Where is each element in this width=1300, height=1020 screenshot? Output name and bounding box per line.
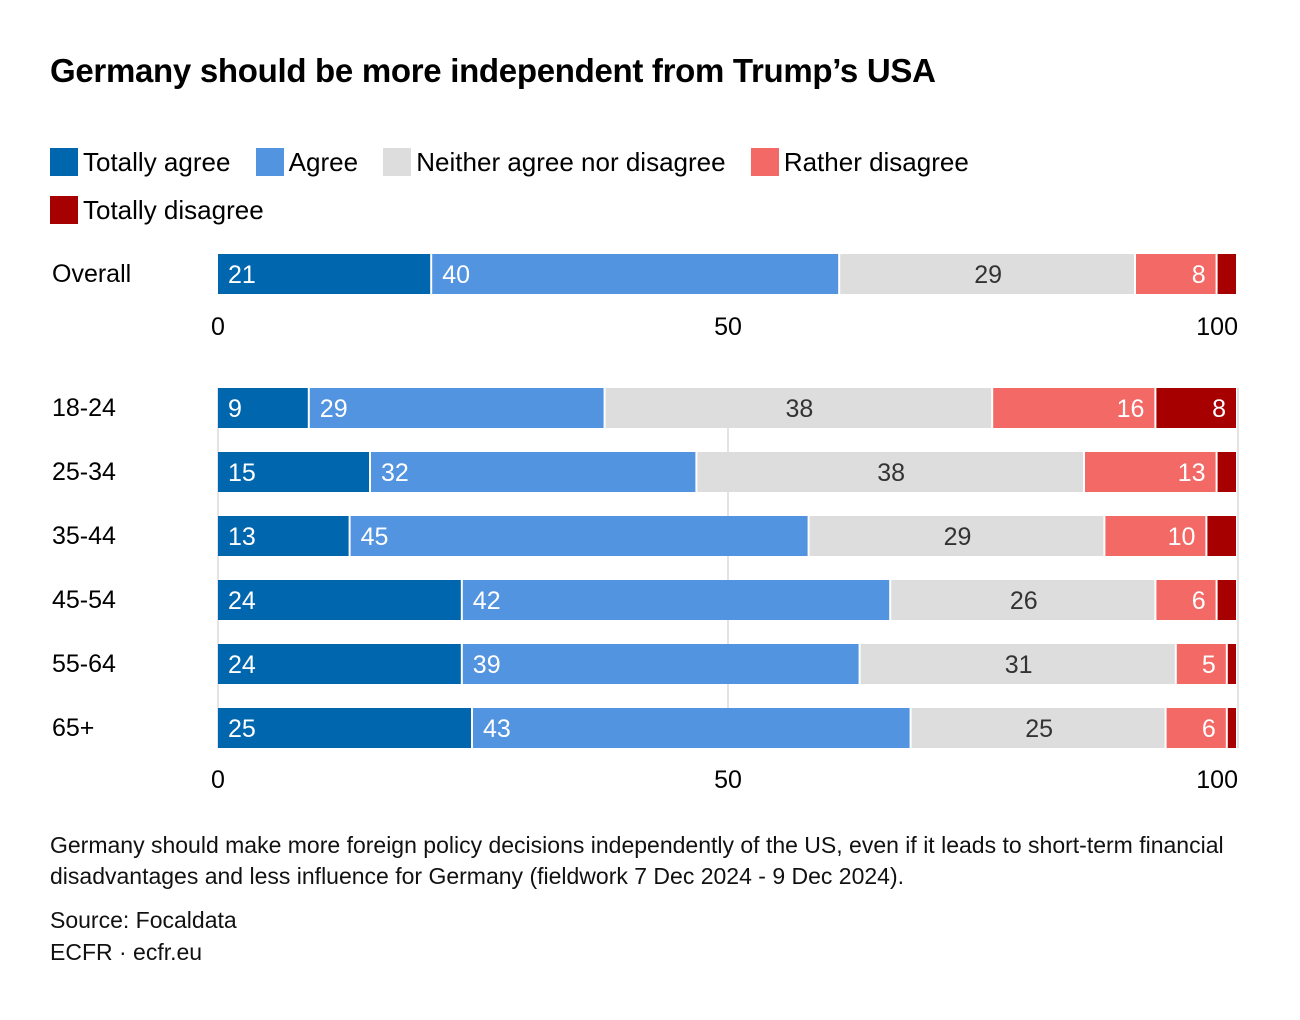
data-label: 21 [228,261,256,289]
data-label: 5 [1202,651,1216,679]
data-label: 6 [1192,587,1206,615]
data-label: 15 [228,459,256,487]
bar-segment [1105,516,1206,556]
data-label: 29 [974,261,1002,289]
data-label: 32 [381,459,409,487]
data-label: 13 [228,523,256,551]
data-label: 38 [877,459,905,487]
source-text: Source: Focaldata [50,907,237,933]
bar-segment [911,708,1165,748]
data-label: 29 [944,523,972,551]
data-label: 29 [320,395,348,423]
legend-item-totally-agree: Totally agree [50,138,230,186]
data-label: 13 [1178,459,1206,487]
x-tick-label: 50 [714,313,742,341]
category-label: Overall [52,260,131,288]
bar-segment [218,644,461,684]
data-label: 31 [1005,651,1033,679]
bar-segment [697,452,1083,492]
data-label: 16 [1117,395,1145,423]
data-label: 38 [785,395,813,423]
bar-segment [218,708,471,748]
bar-segment [1156,580,1216,620]
legend-swatch [50,148,78,176]
bar-segment [1217,254,1236,294]
bar-segment [605,388,992,428]
legend-item-agree: Agree [255,138,359,186]
data-label: 40 [442,261,470,289]
bar-segment [1136,254,1216,294]
bar-segment [1085,452,1216,492]
data-label: 6 [1202,715,1216,743]
data-label: 39 [473,651,501,679]
bar-segment [1217,580,1236,620]
legend-label: Totally agree [83,147,231,177]
category-label: 45-54 [52,586,116,614]
bar-segment [993,388,1155,428]
legend-label: Totally disagree [83,195,264,225]
legend-label: Agree [288,147,359,177]
data-label: 26 [1010,587,1038,615]
category-label: 65+ [52,714,94,742]
legend-item-totally-disagree: Totally disagree [50,186,264,234]
data-label: 42 [473,587,501,615]
bar-segment [218,516,349,556]
x-tick-label: 50 [714,766,742,794]
bar-segment [1176,644,1226,684]
category-label: 18-24 [52,394,116,422]
credit-text: ECFR · ecfr.eu [50,939,203,965]
x-tick-label: 0 [211,313,225,341]
bar-segment [218,452,369,492]
data-label: 8 [1212,395,1226,423]
bar-segment [1227,644,1236,684]
category-label: 55-64 [52,650,116,678]
bar-segment [218,254,431,294]
legend: Totally agree Agree Neither agree nor di… [50,138,1180,234]
bar-segment [462,644,859,684]
source-block: Source: Focaldata ECFR · ecfr.eu [50,904,237,968]
data-label: 24 [228,651,256,679]
bar-segment [218,580,461,620]
legend-item-neither: Neither agree nor disagree [383,138,726,186]
data-label: 25 [1025,715,1053,743]
x-tick-label: 100 [1196,313,1238,341]
data-label: 25 [228,715,256,743]
bar-segment [1166,708,1226,748]
bar-segment [473,708,910,748]
x-tick-label: 0 [211,766,225,794]
x-tick-label: 100 [1196,766,1238,794]
bar-segment [309,388,604,428]
bar-segment [1217,452,1236,492]
data-label: 43 [483,715,511,743]
data-label: 9 [228,395,242,423]
legend-label: Neither agree nor disagree [416,147,726,177]
bar-segment [350,516,808,556]
bar-segment [891,580,1155,620]
data-label: 8 [1192,261,1206,289]
bar-segment [860,644,1175,684]
data-label: 45 [361,523,389,551]
bar-segment [1227,708,1236,748]
bar-segment [840,254,1134,294]
bar-segment [1207,516,1236,556]
bar-segment [1156,388,1236,428]
data-label: 24 [228,587,256,615]
bar-segment [462,580,890,620]
legend-swatch [255,148,284,176]
legend-swatch [50,196,78,224]
legend-item-rather-disagree: Rather disagree [750,138,969,186]
bar-segment [371,452,696,492]
bar-segment [432,254,839,294]
chart-title: Germany should be more independent from … [50,52,936,89]
bar-segment [218,388,308,428]
category-label: 25-34 [52,458,116,486]
legend-swatch [750,148,779,176]
bar-segment [809,516,1104,556]
legend-swatch [383,148,412,176]
footnote: Germany should make more foreign policy … [50,832,1224,889]
data-label: 10 [1168,523,1196,551]
legend-label: Rather disagree [783,147,969,177]
category-label: 35-44 [52,522,116,550]
